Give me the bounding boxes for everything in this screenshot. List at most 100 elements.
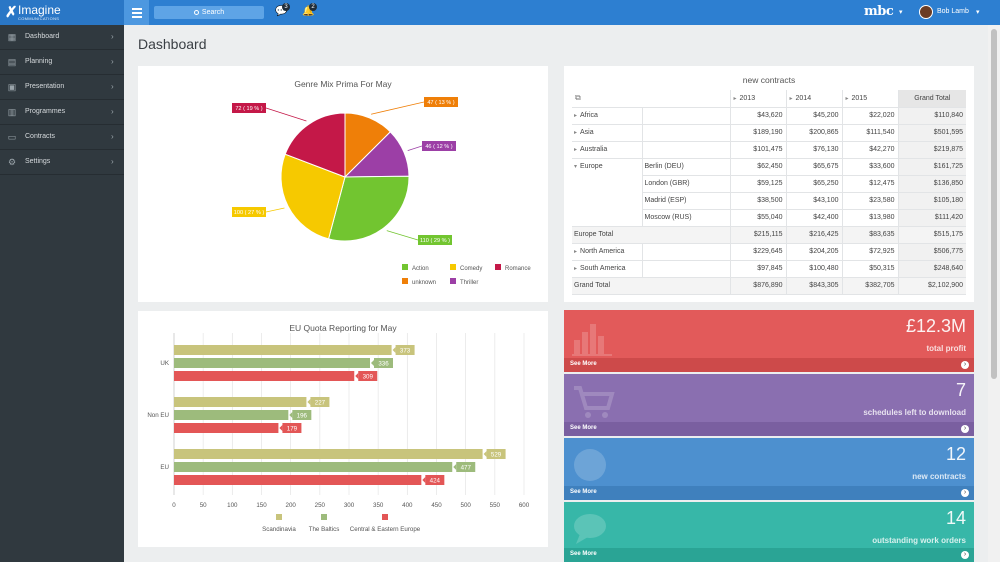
legend-swatch[interactable]	[382, 514, 388, 520]
search-button[interactable]: Search	[154, 6, 264, 19]
brand-logo[interactable]: mbc	[864, 4, 894, 19]
kpi-tile[interactable]: 7 schedules left to download See More ›	[564, 374, 974, 436]
pivot-header-row: ⧉ ▸ 2013 ▸ 2014 ▸ 2015 Grand Total	[572, 90, 966, 108]
bar-scandinavia[interactable]	[174, 397, 307, 407]
legend-swatch[interactable]	[321, 514, 327, 520]
bar-the-baltics[interactable]	[174, 410, 289, 420]
bar-central-eastern-europe[interactable]	[174, 475, 422, 485]
legend-label[interactable]: Central & Eastern Europe	[350, 526, 421, 533]
year-header[interactable]: ▸ 2014	[785, 90, 842, 108]
pie-data-label-box	[232, 207, 266, 217]
messages-badge: 3	[282, 3, 290, 11]
see-more-link[interactable]: See More	[570, 551, 597, 557]
menu-toggle-button[interactable]	[124, 0, 149, 25]
see-more-bar[interactable]: See More ›	[564, 422, 974, 436]
see-more-bar[interactable]: See More ›	[564, 358, 974, 372]
pivot-row: ▸ South America $97,845 $100,480 $50,315 $248…	[572, 260, 966, 278]
expand-icon[interactable]: ▸	[574, 147, 578, 153]
value-cell: $83,635	[841, 226, 898, 244]
legend-label[interactable]: unknown	[412, 280, 436, 286]
pie-slice-comedy[interactable]	[280, 153, 346, 240]
legend-label[interactable]: Comedy	[460, 266, 482, 272]
value-cell: $161,725	[897, 158, 966, 176]
value-cell: $50,315	[841, 260, 898, 278]
bar-scandinavia[interactable]	[174, 345, 392, 355]
legend-label[interactable]: Thriller	[460, 280, 478, 286]
value-cell: $65,675	[785, 158, 842, 176]
legend-label[interactable]: Romance	[505, 266, 531, 272]
x-tick-label: 450	[431, 502, 442, 509]
hamburger-icon	[132, 8, 142, 10]
app-logo[interactable]: ✗ Imagine COMMUNICATIONS	[0, 0, 124, 25]
see-more-bar[interactable]: See More ›	[564, 486, 974, 500]
row-header-cell[interactable]: ▸ Africa	[572, 107, 642, 125]
year-label: 2015	[851, 94, 868, 102]
expand-all-icon[interactable]: ⧉	[575, 93, 581, 103]
messages-button[interactable]: 💬 3	[275, 3, 291, 20]
arrow-circle-icon[interactable]: ›	[961, 489, 969, 497]
legend-swatch[interactable]	[450, 264, 456, 270]
legend-label[interactable]: Action	[412, 266, 429, 272]
row-header-cell[interactable]: ▸ Australia	[572, 141, 642, 159]
row-header-cell[interactable]: ▸ Asia	[572, 124, 642, 142]
see-more-link[interactable]: See More	[570, 361, 597, 367]
x-tick-label: 200	[286, 502, 297, 509]
collapse-icon[interactable]: ▾	[574, 164, 578, 171]
pie-data-label: 100 ( 27 % )	[234, 210, 265, 216]
expand-icon[interactable]: ▸	[574, 266, 578, 272]
sidebar-item-settings[interactable]: ⚙ Settings ›	[0, 150, 124, 175]
legend-label[interactable]: Scandinavia	[262, 526, 296, 533]
legend-swatch[interactable]	[495, 264, 501, 270]
legend-swatch[interactable]	[450, 278, 456, 284]
pie-slice-romance[interactable]	[284, 112, 346, 178]
notifications-button[interactable]: 🔔 2	[302, 3, 318, 20]
chevron-down-icon[interactable]: ▾	[976, 9, 980, 16]
see-more-link[interactable]: See More	[570, 489, 597, 495]
legend-label[interactable]: The Baltics	[309, 526, 340, 533]
legend-swatch[interactable]	[276, 514, 282, 520]
year-header[interactable]: ▸ 2013	[729, 90, 786, 108]
see-more-link[interactable]: See More	[570, 425, 597, 431]
page-scrollbar[interactable]	[988, 25, 1000, 562]
bar-central-eastern-europe[interactable]	[174, 423, 279, 433]
arrow-circle-icon[interactable]: ›	[961, 551, 969, 559]
data-label-pointer	[392, 347, 396, 353]
expand-icon[interactable]: ▸	[574, 130, 578, 136]
kpi-value: 14	[945, 508, 966, 528]
year-header[interactable]: ▸ 2015	[841, 90, 898, 108]
kpi-tile[interactable]: £12.3M total profit See More ›	[564, 310, 974, 372]
sidebar-item-planning[interactable]: ▤ Planning ›	[0, 50, 124, 75]
value-cell: $506,775	[897, 243, 966, 261]
user-name[interactable]: Bob Lamb	[937, 8, 969, 15]
bar-central-eastern-europe[interactable]	[174, 371, 355, 381]
kpi-tile[interactable]: 14 outstanding work orders See More ›	[564, 502, 974, 562]
sidebar-item-programmes[interactable]: ▥ Programmes ›	[0, 100, 124, 125]
row-header-cell[interactable]: ▾ Europe	[572, 158, 642, 175]
see-more-bar[interactable]: See More ›	[564, 548, 974, 562]
legend-swatch[interactable]	[402, 278, 408, 284]
bar-the-baltics[interactable]	[174, 358, 370, 368]
sidebar-item-dashboard[interactable]: ▦ Dashboard ›	[0, 25, 124, 50]
arrow-circle-icon[interactable]: ›	[961, 425, 969, 433]
sidebar-item-contracts[interactable]: ▭ Contracts ›	[0, 125, 124, 150]
pie-label-connector	[370, 101, 425, 115]
bar-the-baltics[interactable]	[174, 462, 453, 472]
logo-icon: ✗	[5, 4, 18, 21]
arrow-circle-icon[interactable]: ›	[961, 361, 969, 369]
row-header-cell[interactable]: ▸ South America	[572, 260, 642, 278]
expand-icon[interactable]: ▸	[574, 249, 578, 255]
kpi-tile[interactable]: 12 new contracts See More ›	[564, 438, 974, 500]
kpi-label: schedules left to download	[863, 408, 966, 417]
bar-scandinavia[interactable]	[174, 449, 483, 459]
sidebar-item-presentation[interactable]: ▣ Presentation ›	[0, 75, 124, 100]
avatar[interactable]	[919, 5, 933, 19]
new-contracts-pivot-table: ⧉ ▸ 2013 ▸ 2014 ▸ 2015 Grand Total ▸ Africa $…	[572, 90, 966, 295]
pivot-corner[interactable]: ⧉	[572, 90, 730, 108]
chevron-right-icon: ›	[111, 157, 114, 166]
expand-icon[interactable]: ▸	[574, 113, 578, 119]
row-header-cell[interactable]: ▸ North America	[572, 243, 642, 261]
scrollbar-thumb[interactable]	[991, 29, 997, 379]
legend-swatch[interactable]	[402, 264, 408, 270]
pie-slice-action[interactable]	[327, 175, 410, 242]
chevron-down-icon[interactable]: ▾	[899, 9, 903, 16]
